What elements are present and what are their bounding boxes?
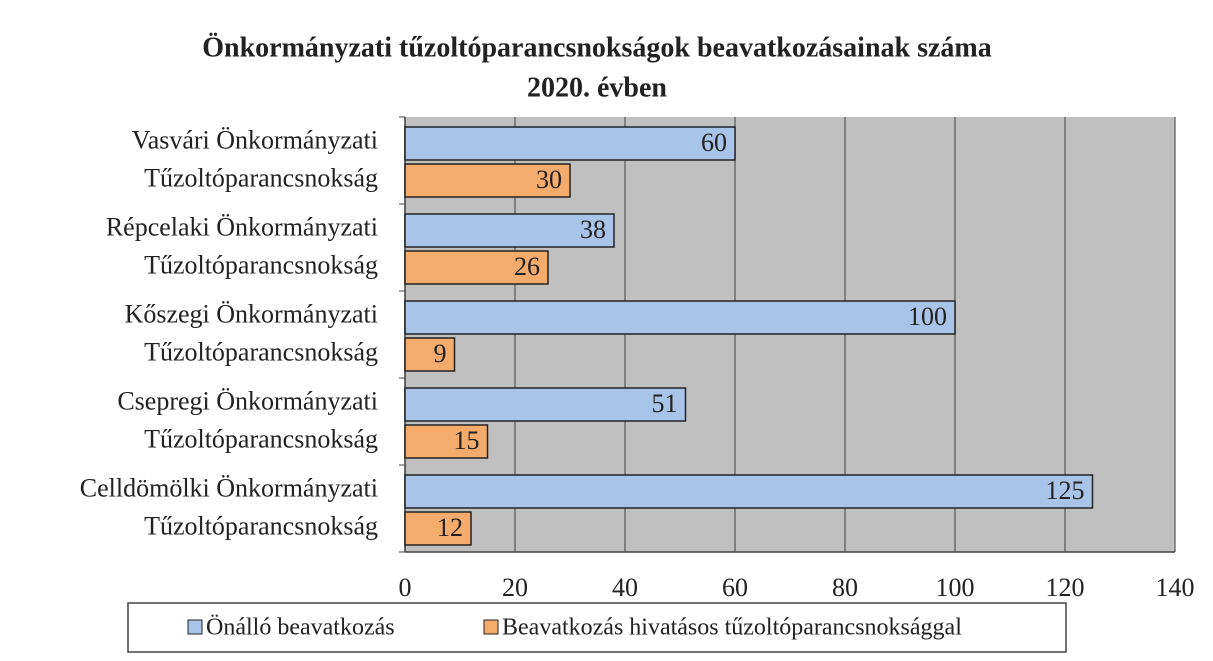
chart-title: Önkormányzati tűzoltóparancsnokságok bea… — [202, 32, 992, 63]
bar — [404, 126, 736, 161]
data-label: 12 — [437, 513, 463, 542]
y-tick-label: Tűzoltóparancsnokság — [144, 337, 378, 366]
y-tick-label: Tűzoltóparancsnokság — [144, 250, 378, 279]
x-tick-label: 80 — [832, 573, 858, 602]
data-label: 51 — [652, 389, 678, 418]
x-tick-label: 140 — [1156, 573, 1195, 602]
y-tick-label: Kőszegi Önkormányzati — [125, 299, 378, 328]
x-tick-label: 40 — [612, 573, 638, 602]
x-tick-label: 60 — [722, 573, 748, 602]
legend — [127, 602, 1067, 653]
y-tick-label: Tűzoltóparancsnokság — [144, 424, 378, 453]
bar — [404, 213, 615, 248]
data-label: 100 — [908, 302, 947, 331]
bar — [404, 337, 456, 372]
x-tick-label: 120 — [1046, 573, 1085, 602]
y-tick-label: Tűzoltóparancsnokság — [144, 163, 378, 192]
chart-title: 2020. évben — [527, 72, 667, 103]
data-label: 26 — [514, 252, 540, 281]
y-tick-label: Vasvári Önkormányzati — [132, 125, 378, 154]
y-tick-label: Répcelaki Önkormányzati — [106, 212, 378, 241]
data-label: 125 — [1046, 476, 1085, 505]
legend-label: Beavatkozás hivatásos tűzoltóparancsnoks… — [502, 615, 962, 641]
data-label: 60 — [701, 128, 727, 157]
y-tick-label: Csepregi Önkormányzati — [117, 386, 378, 415]
data-label: 30 — [536, 165, 562, 194]
bar — [404, 424, 489, 459]
bar — [404, 474, 1094, 509]
x-tick-label: 20 — [502, 573, 528, 602]
bar — [404, 387, 687, 422]
y-tick-label: Celldömölki Önkormányzati — [80, 473, 378, 502]
x-tick-label: 100 — [936, 573, 975, 602]
bar — [404, 163, 571, 198]
y-tick-label: Tűzoltóparancsnokság — [144, 511, 378, 540]
data-label: 9 — [434, 339, 447, 368]
legend-swatch — [187, 619, 203, 635]
bar — [404, 300, 956, 335]
legend-swatch — [483, 619, 499, 635]
x-tick-label: 0 — [399, 573, 412, 602]
legend-label: Önálló beavatkozás — [206, 615, 395, 641]
bar — [404, 511, 472, 546]
bar — [404, 250, 549, 285]
data-label: 15 — [454, 426, 480, 455]
data-label: 38 — [580, 215, 606, 244]
